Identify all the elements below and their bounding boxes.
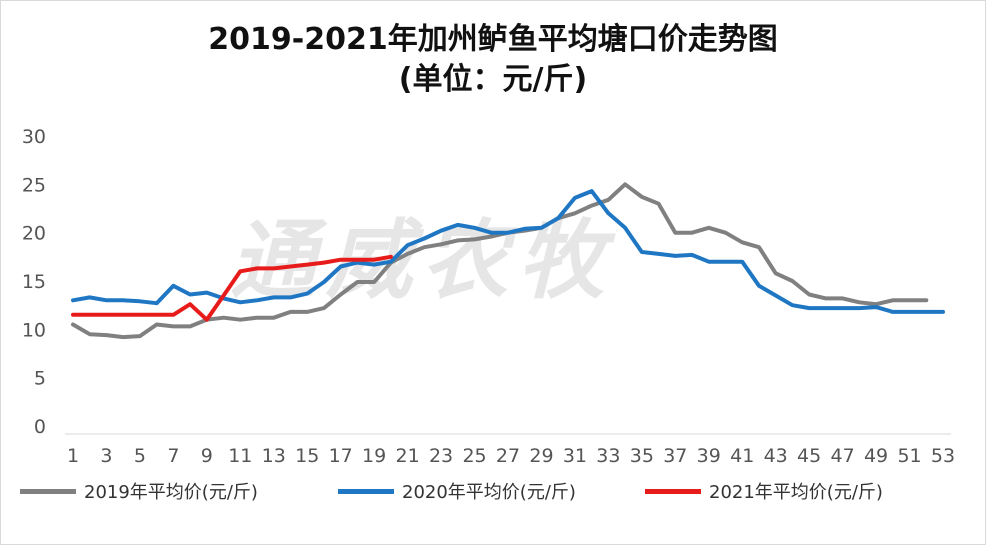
legend-label: 2020年平均价(元/斤)	[402, 482, 576, 503]
x-tick-label: 27	[496, 445, 520, 467]
y-tick-label: 25	[22, 174, 46, 196]
y-tick-label: 5	[34, 368, 46, 390]
x-tick-label: 45	[797, 445, 821, 467]
x-tick-label: 13	[262, 445, 286, 467]
legend-item: 2020年平均价(元/斤)	[338, 478, 576, 504]
legend-label: 2021年平均价(元/斤)	[709, 482, 883, 503]
chart-subtitle: (单位：元/斤)	[398, 62, 588, 97]
x-tick-label: 17	[329, 445, 353, 467]
x-tick-label: 47	[831, 445, 855, 467]
x-tick-label: 5	[134, 445, 146, 467]
legend-swatch	[20, 488, 76, 494]
chart-legend: 2019年平均价(元/斤) 2020年平均价(元/斤) 2021年平均价(元/斤)	[20, 478, 966, 508]
y-tick-label: 0	[34, 416, 46, 438]
x-tick-label: 39	[697, 445, 721, 467]
x-tick-label: 9	[201, 445, 213, 467]
chart-title: 2019-2021年加州鲈鱼平均塘口价走势图	[208, 22, 778, 57]
x-tick-label: 51	[897, 445, 921, 467]
x-tick-label: 53	[931, 445, 955, 467]
y-tick-label: 20	[22, 223, 46, 245]
legend-item: 2019年平均价(元/斤)	[20, 478, 258, 504]
x-tick-label: 3	[100, 445, 112, 467]
series-line-2020	[71, 189, 945, 314]
y-tick-label: 15	[22, 271, 46, 293]
x-tick-label: 21	[396, 445, 420, 467]
x-tick-label: 25	[462, 445, 486, 467]
x-tick-label: 11	[228, 445, 252, 467]
legend-item: 2021年平均价(元/斤)	[645, 478, 883, 504]
x-tick-label: 19	[362, 445, 386, 467]
x-tick-label: 33	[596, 445, 620, 467]
x-tick-label: 23	[429, 445, 453, 467]
x-tick-label: 37	[663, 445, 687, 467]
x-tick-label: 1	[67, 445, 79, 467]
y-tick-label: 30	[22, 126, 46, 148]
x-tick-label: 43	[764, 445, 788, 467]
legend-swatch	[338, 488, 394, 494]
x-tick-label: 29	[529, 445, 553, 467]
legend-swatch	[645, 488, 701, 494]
x-tick-label: 15	[295, 445, 319, 467]
x-tick-label: 41	[730, 445, 754, 467]
y-tick-label: 10	[22, 319, 46, 341]
x-tick-label: 7	[167, 445, 179, 467]
x-tick-label: 35	[630, 445, 654, 467]
series-line-2021	[71, 254, 393, 322]
x-tick-label: 31	[563, 445, 587, 467]
x-tick-label: 49	[864, 445, 888, 467]
legend-label: 2019年平均价(元/斤)	[84, 482, 258, 503]
